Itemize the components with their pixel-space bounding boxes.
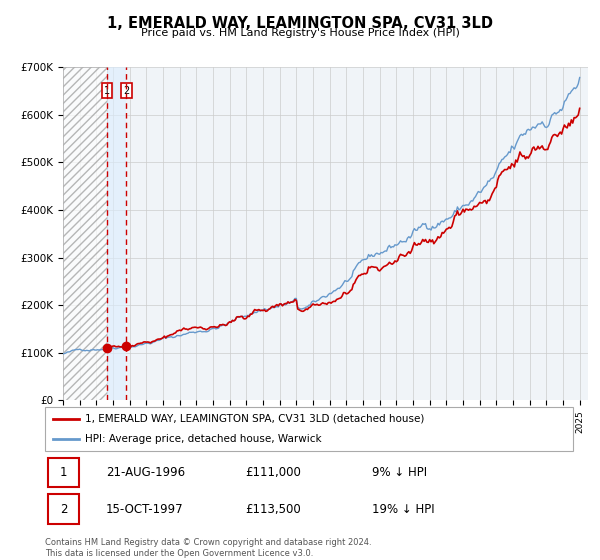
Text: 19% ↓ HPI: 19% ↓ HPI (373, 502, 435, 516)
Text: 21-AUG-1996: 21-AUG-1996 (106, 466, 185, 479)
Text: HPI: Average price, detached house, Warwick: HPI: Average price, detached house, Warw… (85, 434, 321, 444)
FancyBboxPatch shape (45, 407, 573, 451)
FancyBboxPatch shape (47, 458, 79, 487)
Text: 1: 1 (60, 466, 67, 479)
Text: £111,000: £111,000 (245, 466, 302, 479)
Text: £113,500: £113,500 (245, 502, 301, 516)
Text: 15-OCT-1997: 15-OCT-1997 (106, 502, 184, 516)
Text: 1, EMERALD WAY, LEAMINGTON SPA, CV31 3LD: 1, EMERALD WAY, LEAMINGTON SPA, CV31 3LD (107, 16, 493, 31)
Text: 2: 2 (60, 502, 67, 516)
Text: This data is licensed under the Open Government Licence v3.0.: This data is licensed under the Open Gov… (45, 549, 313, 558)
Bar (107, 67, 126, 400)
Bar (63, 67, 107, 400)
FancyBboxPatch shape (47, 494, 79, 524)
Text: 1: 1 (104, 86, 110, 96)
Text: 9% ↓ HPI: 9% ↓ HPI (373, 466, 427, 479)
Text: 1, EMERALD WAY, LEAMINGTON SPA, CV31 3LD (detached house): 1, EMERALD WAY, LEAMINGTON SPA, CV31 3LD… (85, 414, 424, 424)
Text: Price paid vs. HM Land Registry's House Price Index (HPI): Price paid vs. HM Land Registry's House … (140, 28, 460, 38)
Text: 2: 2 (123, 86, 129, 96)
Text: Contains HM Land Registry data © Crown copyright and database right 2024.: Contains HM Land Registry data © Crown c… (45, 538, 371, 547)
